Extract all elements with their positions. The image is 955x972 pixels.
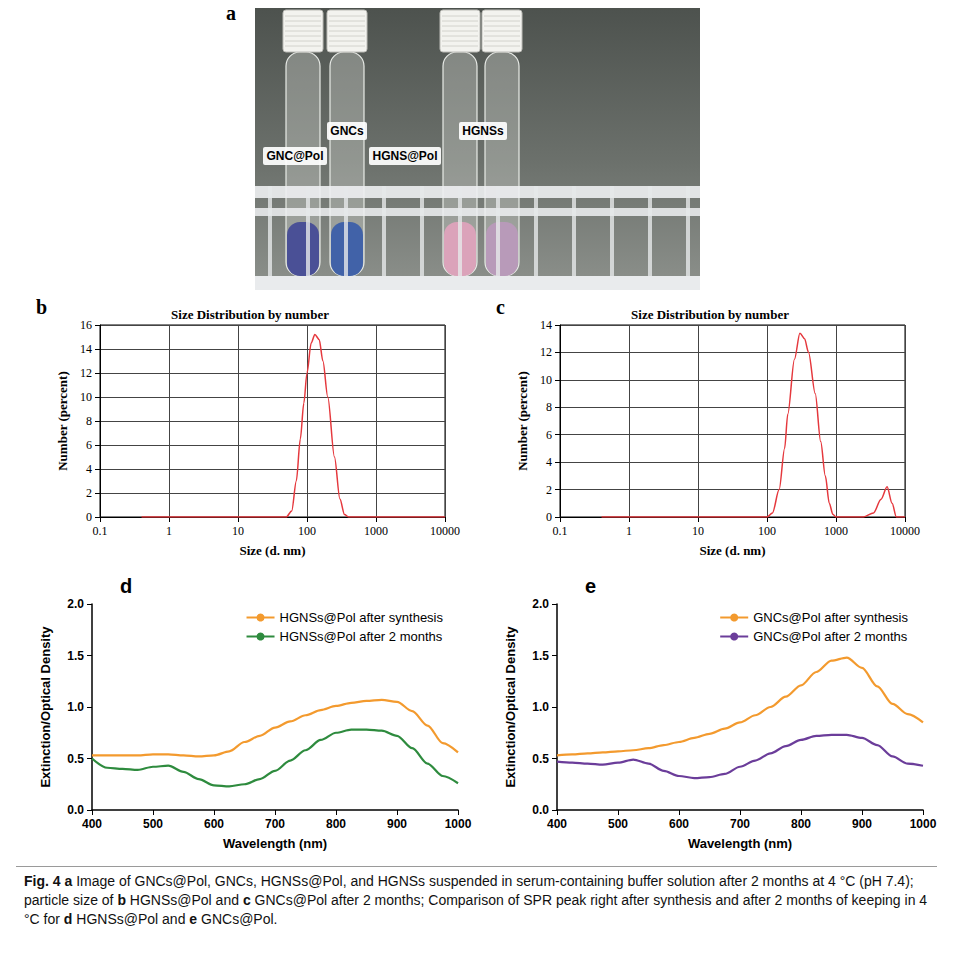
svg-text:600: 600 bbox=[669, 817, 689, 831]
svg-text:Size (d. nm): Size (d. nm) bbox=[699, 543, 765, 558]
html-text:a: a bbox=[226, 2, 236, 24]
svg-text:14: 14 bbox=[80, 342, 92, 356]
svg-text:10: 10 bbox=[540, 373, 552, 387]
svg-text:0: 0 bbox=[546, 510, 552, 524]
svg-text:1.5: 1.5 bbox=[532, 649, 549, 663]
svg-text:2.0: 2.0 bbox=[532, 597, 549, 611]
svg-text:Size (d. nm): Size (d. nm) bbox=[239, 543, 305, 558]
svg-text:14: 14 bbox=[540, 318, 552, 332]
svg-text:HGNSs@Pol after 2 months: HGNSs@Pol after 2 months bbox=[280, 629, 443, 644]
svg-text:10: 10 bbox=[80, 390, 92, 404]
svg-text:8: 8 bbox=[546, 400, 552, 414]
svg-text:0.5: 0.5 bbox=[532, 752, 549, 766]
svg-text:0.0: 0.0 bbox=[67, 803, 84, 817]
svg-text:1.0: 1.0 bbox=[532, 700, 549, 714]
svg-text:Size Distribution by number: Size Distribution by number bbox=[631, 307, 789, 322]
svg-text:0.0: 0.0 bbox=[532, 803, 549, 817]
svg-text:HGNSs: HGNSs bbox=[462, 124, 504, 138]
svg-text:2: 2 bbox=[86, 486, 92, 500]
svg-text:700: 700 bbox=[730, 817, 750, 831]
svg-text:12: 12 bbox=[80, 366, 92, 380]
svg-text:0.1: 0.1 bbox=[553, 524, 568, 538]
svg-text:500: 500 bbox=[608, 817, 628, 831]
svg-text:2.0: 2.0 bbox=[67, 597, 84, 611]
svg-text:600: 600 bbox=[204, 817, 224, 831]
svg-text:100: 100 bbox=[298, 524, 316, 538]
svg-text:Extinction/Optical Density: Extinction/Optical Density bbox=[503, 626, 518, 788]
svg-text:800: 800 bbox=[326, 817, 346, 831]
svg-text:4: 4 bbox=[546, 455, 552, 469]
svg-text:Wavelength (nm): Wavelength (nm) bbox=[688, 836, 792, 851]
svg-text:1000: 1000 bbox=[445, 817, 472, 831]
svg-text:700: 700 bbox=[265, 817, 285, 831]
svg-text:0: 0 bbox=[86, 510, 92, 524]
svg-text:1.5: 1.5 bbox=[67, 649, 84, 663]
svg-text:1000: 1000 bbox=[364, 524, 388, 538]
svg-text:900: 900 bbox=[387, 817, 407, 831]
svg-text:d: d bbox=[120, 575, 132, 597]
svg-text:Wavelength (nm): Wavelength (nm) bbox=[223, 836, 327, 851]
svg-text:HGNS@Pol: HGNS@Pol bbox=[372, 149, 437, 163]
svg-text:1.0: 1.0 bbox=[67, 700, 84, 714]
svg-text:400: 400 bbox=[547, 817, 567, 831]
svg-text:Number (percent): Number (percent) bbox=[515, 371, 530, 471]
svg-text:1000: 1000 bbox=[910, 817, 937, 831]
svg-text:6: 6 bbox=[86, 438, 92, 452]
svg-text:1000: 1000 bbox=[824, 524, 848, 538]
svg-text:GNCs@Pol after 2 months: GNCs@Pol after 2 months bbox=[753, 629, 908, 644]
svg-text:HGNSs@Pol after synthesis: HGNSs@Pol after synthesis bbox=[280, 610, 444, 625]
svg-text:Number (percent): Number (percent) bbox=[55, 371, 70, 471]
svg-text:0.1: 0.1 bbox=[93, 524, 108, 538]
svg-text:100: 100 bbox=[758, 524, 776, 538]
svg-text:6: 6 bbox=[546, 428, 552, 442]
svg-text:1: 1 bbox=[626, 524, 632, 538]
svg-text:500: 500 bbox=[143, 817, 163, 831]
html-text:Fig. 4 a Image of GNCs@Pol, GN: Fig. 4 a Image of GNCs@Pol, GNCs, HGNSs@… bbox=[24, 873, 928, 927]
svg-text:GNCs: GNCs bbox=[330, 124, 364, 138]
svg-text:b: b bbox=[36, 296, 47, 318]
svg-text:GNCs@Pol after synthesis: GNCs@Pol after synthesis bbox=[753, 610, 908, 625]
svg-text:2: 2 bbox=[546, 483, 552, 497]
svg-text:e: e bbox=[585, 575, 596, 597]
svg-text:10000: 10000 bbox=[430, 524, 460, 538]
svg-text:10: 10 bbox=[232, 524, 244, 538]
svg-text:16: 16 bbox=[80, 318, 92, 332]
svg-text:10: 10 bbox=[692, 524, 704, 538]
svg-text:1: 1 bbox=[166, 524, 172, 538]
svg-text:8: 8 bbox=[86, 414, 92, 428]
svg-text:900: 900 bbox=[852, 817, 872, 831]
svg-text:400: 400 bbox=[82, 817, 102, 831]
svg-text:Extinction/Optical Density: Extinction/Optical Density bbox=[38, 626, 53, 788]
svg-text:Size Distribution by number: Size Distribution by number bbox=[171, 307, 329, 322]
svg-text:c: c bbox=[496, 296, 505, 318]
svg-text:10000: 10000 bbox=[890, 524, 920, 538]
svg-text:800: 800 bbox=[791, 817, 811, 831]
svg-text:12: 12 bbox=[540, 345, 552, 359]
svg-text:GNC@Pol: GNC@Pol bbox=[266, 149, 323, 163]
svg-text:0.5: 0.5 bbox=[67, 752, 84, 766]
svg-text:4: 4 bbox=[86, 462, 92, 476]
